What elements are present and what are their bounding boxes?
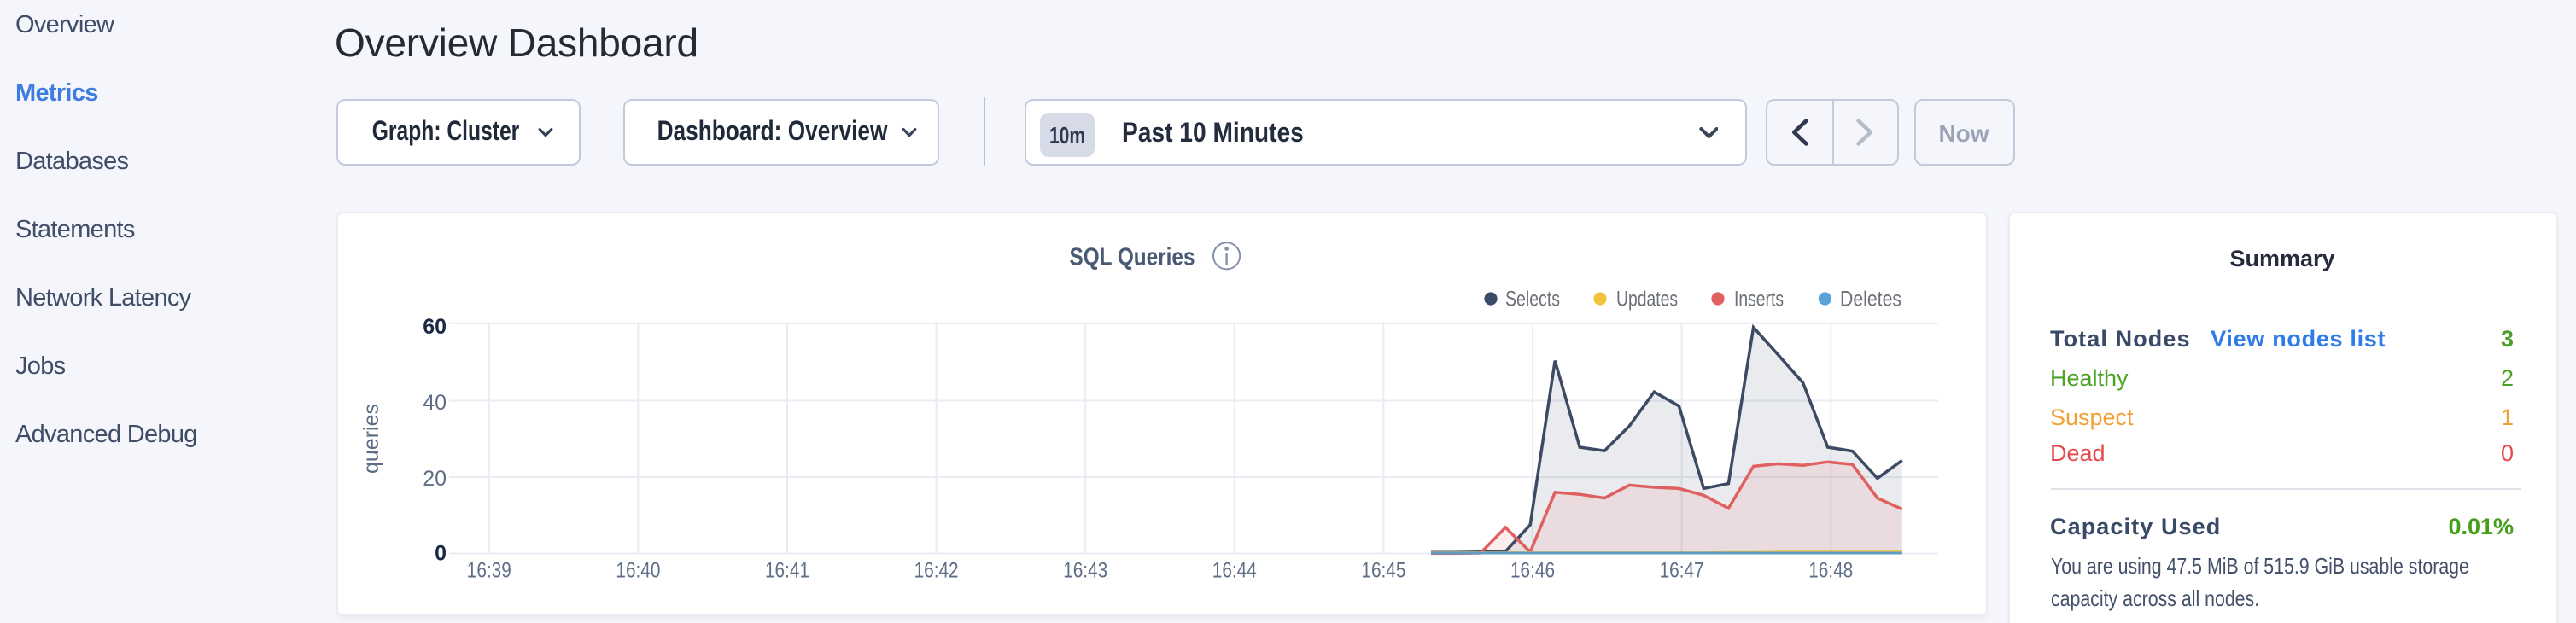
svg-text:Deletes: Deletes: [1840, 287, 1901, 311]
svg-text:Inserts: Inserts: [1734, 287, 1784, 311]
svg-text:60: 60: [423, 315, 447, 339]
svg-text:16:39: 16:39: [467, 559, 511, 583]
svg-text:16:47: 16:47: [1660, 559, 1704, 583]
svg-text:SQL Queries: SQL Queries: [1070, 244, 1195, 271]
svg-text:16:45: 16:45: [1361, 559, 1405, 583]
svg-text:40: 40: [423, 391, 447, 415]
svg-text:16:44: 16:44: [1212, 559, 1257, 583]
svg-text:0: 0: [435, 542, 447, 566]
svg-text:Updates: Updates: [1616, 287, 1678, 311]
svg-text:16:42: 16:42: [914, 559, 959, 583]
svg-text:16:48: 16:48: [1808, 559, 1853, 583]
svg-text:16:43: 16:43: [1063, 559, 1107, 583]
svg-text:16:46: 16:46: [1510, 559, 1555, 583]
svg-text:16:40: 16:40: [616, 559, 660, 583]
svg-text:Selects: Selects: [1505, 287, 1560, 311]
svg-text:queries: queries: [359, 404, 383, 474]
svg-text:16:41: 16:41: [765, 559, 809, 583]
svg-text:20: 20: [423, 467, 447, 491]
